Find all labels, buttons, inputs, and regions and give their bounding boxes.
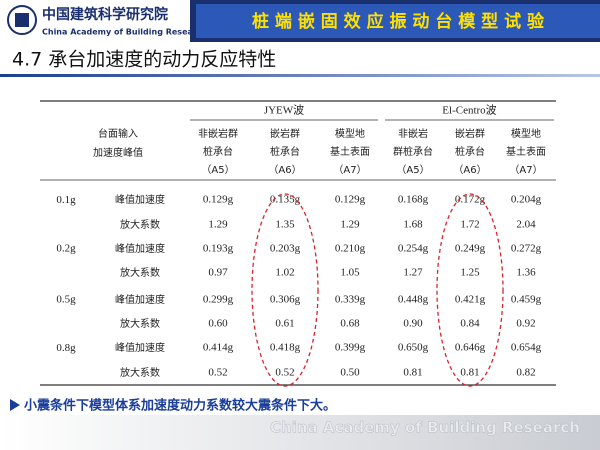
table-cell: 0.646g <box>455 342 486 354</box>
column-header: （A6） <box>268 164 301 176</box>
table-cell: 0.249g <box>455 243 486 255</box>
table-cell: 0.306g <box>270 294 301 306</box>
banner-box <box>196 4 600 38</box>
metric-label: 放大系数 <box>120 266 160 279</box>
column-header: 非嵌岩 <box>398 127 428 140</box>
column-header: 基土表面 <box>330 145 370 158</box>
footer-watermark: China Academy of Building Research <box>270 419 580 437</box>
corner-header: 加速度峰值 <box>93 146 143 159</box>
note: 小震条件下模型体系加速度动力系数较大震条件下大。 <box>24 398 336 414</box>
table-cell: 0.299g <box>203 294 234 306</box>
table-cell: 1.29 <box>208 219 228 231</box>
column-header: （A5） <box>396 164 429 176</box>
table-cell: 2.04 <box>516 219 536 231</box>
table-cell: 0.204g <box>511 194 542 206</box>
table-cell: 0.203g <box>270 243 301 255</box>
highlight-ellipse <box>251 193 319 387</box>
table-cell: 0.97 <box>208 267 228 279</box>
table-cell: 0.339g <box>335 294 366 306</box>
column-header: （A7） <box>509 164 542 176</box>
column-header: 桩承台 <box>270 145 300 158</box>
corner-header: 台面输入 <box>98 127 138 140</box>
table-cell: 0.418g <box>270 342 301 354</box>
metric-label: 放大系数 <box>120 366 160 379</box>
column-header: 基土表面 <box>506 145 546 158</box>
table: JYEW波 El-Centro波台面输入加速度峰值非嵌岩群桩承台（A5）嵌岩群桩承… <box>40 100 556 387</box>
table-cell: 1.35 <box>275 219 295 231</box>
table-cell: 0.82 <box>516 367 535 379</box>
group-header: El-Centro波 <box>442 104 496 117</box>
table-cell: 0.60 <box>208 318 228 330</box>
metric-label: 放大系数 <box>120 317 160 330</box>
table-cell: 0.52 <box>275 367 294 379</box>
table-cell: 0.68 <box>340 318 360 330</box>
column-header: 模型地 <box>335 127 365 140</box>
row-level: 0.5g <box>56 294 76 306</box>
metric-label: 放大系数 <box>120 218 160 231</box>
table-cell: 0.421g <box>455 294 486 306</box>
table-cell: 0.129g <box>335 194 366 206</box>
table-cell: 0.210g <box>335 243 366 255</box>
table-cell: 0.81 <box>403 367 422 379</box>
logo-emblem <box>7 5 37 35</box>
row-level: 0.1g <box>56 194 76 206</box>
table-cell: 0.459g <box>511 294 542 306</box>
table-cell: 1.29 <box>340 219 360 231</box>
banner-title: 桩 端 嵌 固 效 应 振 动 台 模 型 试 验 <box>252 11 545 32</box>
logo-emblem-core <box>15 13 29 27</box>
column-header: 桩承台 <box>203 145 233 158</box>
column-header: 桩承台 <box>455 145 485 158</box>
column-header: 嵌岩群 <box>455 127 485 140</box>
footer-band <box>0 415 600 450</box>
table-cell: 0.90 <box>403 318 423 330</box>
table-cell: 0.81 <box>460 367 479 379</box>
table-cell: 1.02 <box>275 267 294 279</box>
table-cell: 0.414g <box>203 342 234 354</box>
table-cell: 0.61 <box>275 318 294 330</box>
column-header: 模型地 <box>511 127 541 140</box>
table-cell: 0.168g <box>398 194 429 206</box>
table-cell: 1.68 <box>403 219 423 231</box>
column-header: （A5） <box>201 164 234 176</box>
table-cell: 0.254g <box>398 243 429 255</box>
slide-subtitle: 4.7 承台加速度的动力反应特性 <box>12 49 276 71</box>
column-header: 群桩承台 <box>393 145 433 158</box>
table-cell: 0.193g <box>203 243 234 255</box>
table-cell: 0.52 <box>208 367 227 379</box>
logo-cn: 中国建筑科学研究院 <box>42 6 168 23</box>
metric-label: 峰值加速度 <box>115 341 165 354</box>
table-cell: 0.654g <box>511 342 542 354</box>
table-cell: 0.92 <box>516 318 535 330</box>
column-header: （A7） <box>333 164 366 176</box>
metric-label: 峰值加速度 <box>115 193 165 206</box>
group-header: JYEW波 <box>264 104 304 117</box>
table-cell: 1.05 <box>340 267 360 279</box>
table-cell: 0.50 <box>340 367 360 379</box>
table-cell: 0.650g <box>398 342 429 354</box>
highlight-ellipse <box>436 193 504 387</box>
row-level: 0.2g <box>56 243 76 255</box>
column-header: （A6） <box>453 164 486 176</box>
table-cell: 0.84 <box>460 318 480 330</box>
logo-area <box>0 0 190 42</box>
table-cell: 0.272g <box>511 243 542 255</box>
table-cell: 1.25 <box>460 267 480 279</box>
table-cell: 1.72 <box>460 219 479 231</box>
metric-label: 峰值加速度 <box>115 242 165 255</box>
bullet-arrow <box>10 399 20 411</box>
table-cell: 0.129g <box>203 194 234 206</box>
metric-label: 峰值加速度 <box>115 293 165 306</box>
subtitle-rule <box>0 74 600 77</box>
row-level: 0.8g <box>56 342 76 354</box>
table-cell: 1.36 <box>516 267 536 279</box>
logo-en: China Academy of Building Research <box>42 28 208 37</box>
table-cell: 0.399g <box>335 342 366 354</box>
column-header: 非嵌岩群 <box>198 127 238 140</box>
table-cell: 1.27 <box>403 267 423 279</box>
column-header: 嵌岩群 <box>270 127 300 140</box>
table-cell: 0.448g <box>398 294 429 306</box>
